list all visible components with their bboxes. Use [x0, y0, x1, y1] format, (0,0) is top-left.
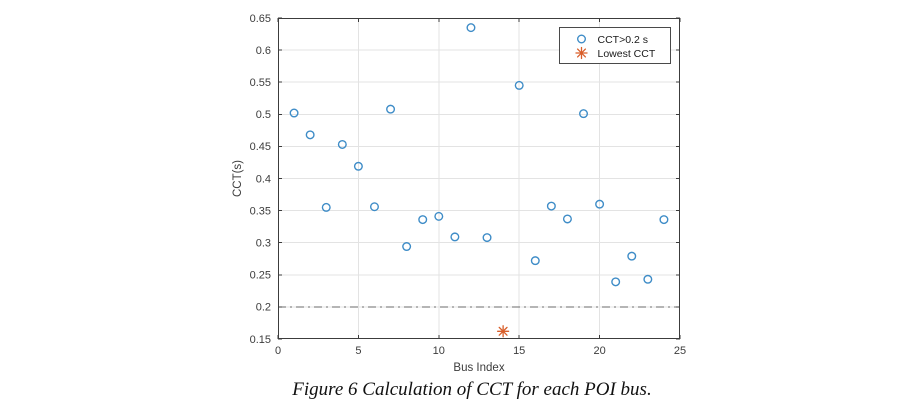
- cct-point: [305, 130, 315, 140]
- y-axis-label: CCT(s): [232, 160, 244, 197]
- legend-label: CCT>0.2 s: [598, 34, 648, 46]
- series-1: [496, 325, 510, 338]
- tick-labels: 0 5 10 15 20 25 0.15 0.2 0.25 0.3 0.35 0.4 0.45 0.5 0.…: [250, 13, 687, 357]
- y-tick-label: 0.15: [250, 334, 271, 346]
- cct-point: [450, 232, 460, 242]
- cct-point: [579, 109, 589, 119]
- cct-scatter-chart: 0 5 10 15 20 25 0.15 0.2 0.25 0.3 0.35 0.4 0.45 0.5 0.…: [232, 13, 687, 374]
- legend: CCT>0.2 s Lowest CCT: [559, 27, 671, 64]
- y-tick-label: 0.6: [256, 45, 271, 57]
- legend-box: [559, 27, 671, 64]
- cct-point: [466, 23, 476, 33]
- y-tick-label: 0.2: [256, 302, 271, 314]
- cct-point: [627, 251, 637, 261]
- y-tick-label: 0.45: [250, 141, 271, 153]
- x-axis-label: Bus Index: [453, 362, 504, 374]
- lowest-cct-marker: [575, 46, 588, 60]
- x-tick-label: 20: [593, 345, 605, 357]
- cct-point: [369, 202, 379, 212]
- cct-point: [659, 215, 669, 225]
- cct-point: [386, 104, 396, 114]
- y-tick-label: 0.65: [250, 13, 271, 25]
- y-tick-label: 0.5: [256, 109, 271, 121]
- asterisk-spoke: [498, 326, 508, 336]
- y-tick-label: 0.25: [250, 270, 271, 282]
- cct-point: [562, 214, 572, 224]
- cct-point: [595, 199, 605, 209]
- cct-point: [482, 233, 492, 243]
- cct-point: [643, 274, 653, 284]
- y-tick-label: 0.4: [256, 173, 271, 185]
- y-tick-label: 0.35: [250, 205, 271, 217]
- cct-point: [434, 211, 444, 221]
- y-tick-label: 0.55: [250, 77, 271, 89]
- y-tick-label: 0.3: [256, 238, 271, 250]
- cct-point: [337, 139, 347, 149]
- cct-point: [402, 242, 412, 252]
- x-tick-label: 5: [355, 345, 361, 357]
- x-tick-label: 15: [513, 345, 525, 357]
- asterisk-spoke: [576, 48, 587, 58]
- cct-point: [577, 34, 587, 44]
- legend-label: Lowest CCT: [598, 48, 656, 60]
- series-0: [289, 23, 669, 287]
- cct-point: [353, 161, 363, 171]
- cct-point: [289, 108, 299, 118]
- tick-marks: [277, 17, 681, 340]
- x-tick-label: 25: [674, 345, 686, 357]
- x-tick-label: 10: [433, 345, 445, 357]
- grid: [278, 18, 680, 339]
- lowest-cct-marker: [496, 325, 510, 338]
- figure-caption: Figure 6 Calculation of CCT for each POI…: [292, 379, 652, 400]
- x-tick-label: 0: [275, 345, 281, 357]
- cct-point: [530, 256, 540, 266]
- cct-point: [611, 277, 621, 287]
- cct-point: [418, 215, 428, 225]
- cct-point: [321, 202, 331, 212]
- cct-point: [514, 80, 524, 90]
- cct-point: [546, 201, 556, 211]
